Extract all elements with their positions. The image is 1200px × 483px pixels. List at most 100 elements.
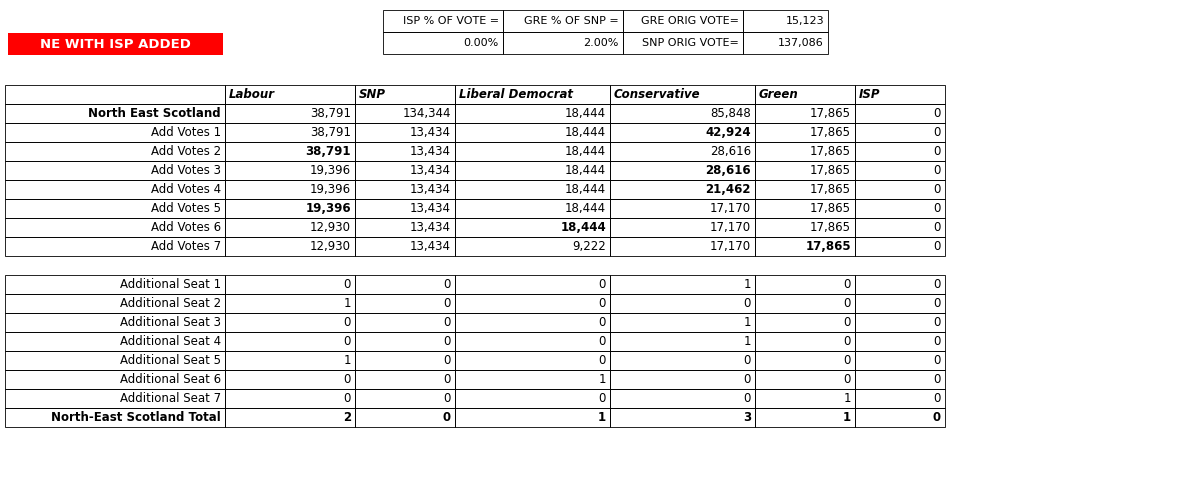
Bar: [610, 180, 755, 199]
Bar: [755, 370, 854, 389]
Text: 0: 0: [934, 183, 941, 196]
Text: 0: 0: [444, 373, 451, 386]
Bar: [455, 313, 610, 332]
Bar: [755, 199, 854, 218]
Text: 17,865: 17,865: [810, 126, 851, 139]
Text: 13,434: 13,434: [410, 145, 451, 158]
Text: 17,865: 17,865: [810, 164, 851, 177]
Text: 0: 0: [934, 107, 941, 120]
Bar: [755, 161, 854, 180]
Text: 0: 0: [744, 392, 751, 405]
Text: 0: 0: [932, 411, 941, 424]
Text: 17,865: 17,865: [810, 221, 851, 234]
Text: Additional Seat 2: Additional Seat 2: [120, 297, 221, 310]
Bar: [5, 275, 226, 294]
Bar: [854, 218, 946, 237]
Text: Add Votes 2: Add Votes 2: [151, 145, 221, 158]
Bar: [226, 237, 355, 256]
Bar: [610, 389, 755, 408]
Text: 0: 0: [934, 240, 941, 253]
Text: 0: 0: [934, 202, 941, 215]
Bar: [610, 142, 755, 161]
Bar: [854, 104, 946, 123]
Bar: [5, 180, 226, 199]
Text: 0: 0: [934, 316, 941, 329]
Bar: [455, 370, 610, 389]
Text: 0: 0: [444, 297, 451, 310]
Text: 1: 1: [599, 373, 606, 386]
Bar: [383, 10, 503, 32]
Bar: [854, 370, 946, 389]
Bar: [5, 332, 226, 351]
Text: North East Scotland: North East Scotland: [89, 107, 221, 120]
Text: 134,344: 134,344: [402, 107, 451, 120]
Bar: [5, 313, 226, 332]
Bar: [455, 142, 610, 161]
Text: 0: 0: [934, 164, 941, 177]
Bar: [355, 370, 455, 389]
Bar: [355, 332, 455, 351]
Text: 0: 0: [599, 354, 606, 367]
Bar: [226, 294, 355, 313]
Text: 18,444: 18,444: [560, 221, 606, 234]
Bar: [610, 332, 755, 351]
Bar: [5, 199, 226, 218]
Text: 13,434: 13,434: [410, 240, 451, 253]
Text: 0: 0: [744, 373, 751, 386]
Bar: [854, 313, 946, 332]
Text: Add Votes 7: Add Votes 7: [151, 240, 221, 253]
Bar: [854, 123, 946, 142]
Text: Additional Seat 1: Additional Seat 1: [120, 278, 221, 291]
Text: 1: 1: [343, 354, 352, 367]
Text: SNP ORIG VOTE=: SNP ORIG VOTE=: [642, 38, 739, 48]
Text: 42,924: 42,924: [706, 126, 751, 139]
Text: 0: 0: [844, 316, 851, 329]
Text: 12,930: 12,930: [310, 221, 352, 234]
Text: 19,396: 19,396: [310, 183, 352, 196]
Bar: [226, 142, 355, 161]
Bar: [355, 104, 455, 123]
Bar: [226, 313, 355, 332]
Bar: [5, 370, 226, 389]
Text: 18,444: 18,444: [565, 107, 606, 120]
Bar: [355, 161, 455, 180]
Bar: [755, 104, 854, 123]
Text: 18,444: 18,444: [565, 126, 606, 139]
Bar: [755, 142, 854, 161]
Bar: [455, 180, 610, 199]
Text: Additional Seat 5: Additional Seat 5: [120, 354, 221, 367]
Bar: [355, 199, 455, 218]
Text: 13,434: 13,434: [410, 202, 451, 215]
Bar: [455, 332, 610, 351]
Bar: [854, 332, 946, 351]
Bar: [854, 237, 946, 256]
Bar: [355, 294, 455, 313]
Text: 0: 0: [934, 145, 941, 158]
Text: 1: 1: [842, 411, 851, 424]
Bar: [623, 32, 743, 54]
Bar: [503, 32, 623, 54]
Text: 13,434: 13,434: [410, 221, 451, 234]
Bar: [355, 408, 455, 427]
Text: 19,396: 19,396: [310, 164, 352, 177]
Bar: [226, 85, 355, 104]
Text: NE WITH ISP ADDED: NE WITH ISP ADDED: [40, 38, 191, 51]
Bar: [355, 237, 455, 256]
Bar: [5, 85, 226, 104]
Text: 0: 0: [599, 335, 606, 348]
Bar: [755, 275, 854, 294]
Bar: [355, 85, 455, 104]
Text: 12,930: 12,930: [310, 240, 352, 253]
Text: Labour: Labour: [229, 88, 275, 101]
Bar: [854, 351, 946, 370]
Text: 0: 0: [934, 297, 941, 310]
Text: 17,865: 17,865: [810, 202, 851, 215]
Text: 0: 0: [934, 335, 941, 348]
Text: 0: 0: [444, 392, 451, 405]
Text: North-East Scotland Total: North-East Scotland Total: [52, 411, 221, 424]
Bar: [226, 351, 355, 370]
Bar: [610, 123, 755, 142]
Bar: [226, 218, 355, 237]
Bar: [226, 408, 355, 427]
Text: SNP: SNP: [359, 88, 386, 101]
